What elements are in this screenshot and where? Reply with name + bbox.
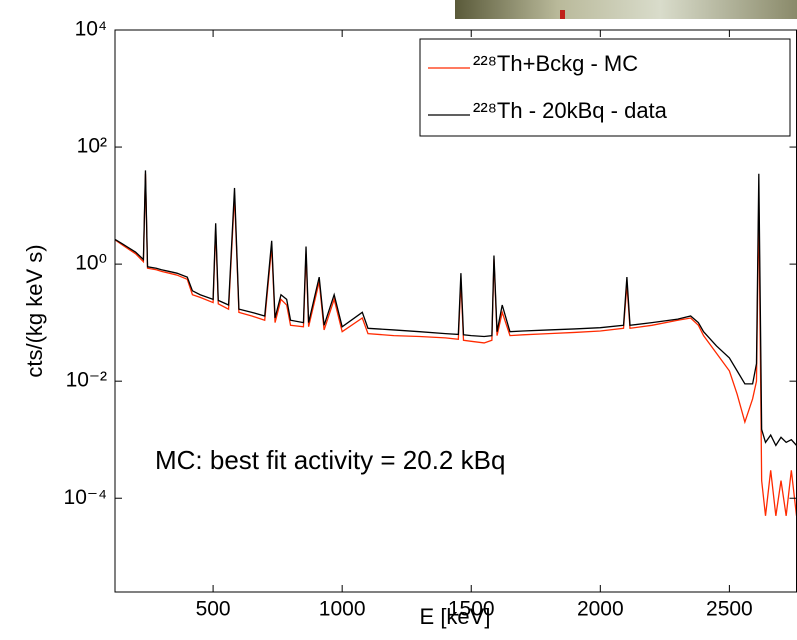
photo-fragment — [455, 0, 797, 19]
y-tick-label: 10⁴ — [75, 18, 107, 41]
y-tick-label: 10² — [77, 135, 107, 158]
annotation: MC: best fit activity = 20.2 kBq — [155, 445, 505, 475]
y-tick-label: 10⁰ — [75, 252, 107, 275]
y-tick-label: 10⁻² — [66, 369, 107, 392]
x-tick-label: 1500 — [448, 598, 495, 621]
series-line — [115, 173, 797, 516]
x-tick-label: 1000 — [319, 598, 366, 621]
legend-label: ²²⁸Th+Bckg - MC — [473, 51, 638, 76]
y-tick-label: 10⁻⁴ — [64, 486, 107, 509]
x-axis-label: E [keV] — [420, 604, 491, 629]
x-tick-label: 2500 — [706, 598, 753, 621]
series-line — [115, 170, 797, 447]
legend-label: ²²⁸Th - 20kBq - data — [473, 98, 668, 123]
photo-detail — [560, 10, 565, 19]
legend-box — [419, 38, 791, 137]
y-axis-label: cts/(kg keV s) — [22, 244, 47, 377]
x-tick-label: 2000 — [577, 598, 624, 621]
x-tick-label: 500 — [196, 598, 231, 621]
